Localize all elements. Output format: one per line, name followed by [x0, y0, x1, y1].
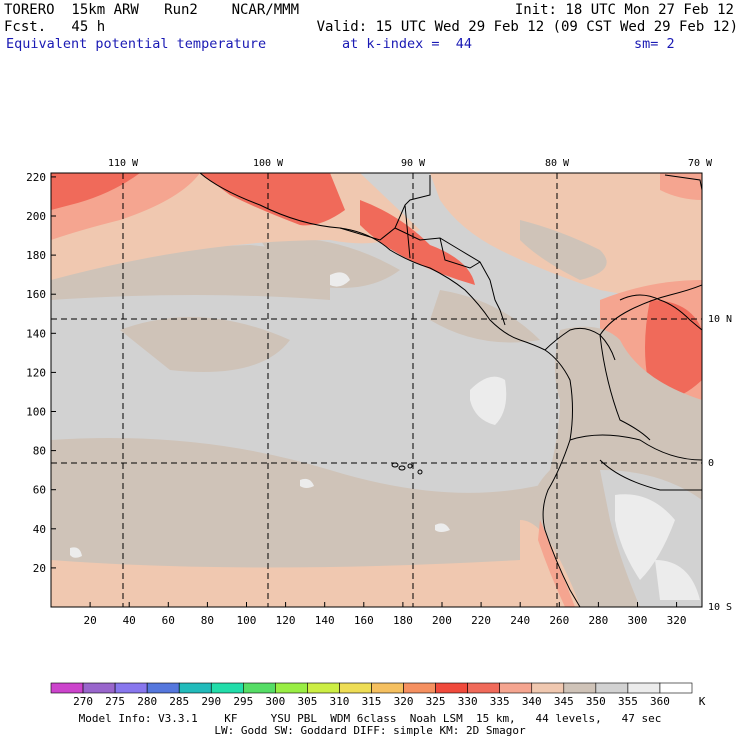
- colorbar-swatch: [339, 682, 372, 694]
- colorbar-swatch: [435, 682, 468, 694]
- x-tick-label: 240: [510, 614, 530, 627]
- colorbar-label: 275: [105, 695, 125, 708]
- colorbar-swatch: [307, 682, 340, 694]
- x-tick-label: 140: [315, 614, 335, 627]
- x-tick-label: 120: [276, 614, 296, 627]
- y-tick-label: 200: [26, 210, 46, 223]
- colorbar-swatch: [531, 682, 565, 694]
- y-tick-label: 100: [26, 406, 46, 419]
- colorbar-label: 280: [137, 695, 157, 708]
- x-tick-label: 40: [123, 614, 136, 627]
- x-tick-label: 100: [237, 614, 257, 627]
- graticule: [51, 173, 702, 607]
- colorbar-swatch: [467, 682, 500, 694]
- model-info: Model Info: V3.3.1 KF YSU PBL WDM 6class…: [78, 712, 662, 725]
- colorbar-label: 310: [330, 695, 350, 708]
- valid-time: Valid: 15 UTC Wed 29 Feb 12 (09 CST Wed …: [316, 19, 738, 35]
- colorbar-label: 325: [426, 695, 446, 708]
- y-tick-label: 220: [26, 171, 46, 184]
- colorbar-label: 320: [394, 695, 414, 708]
- colorbar-label: 270: [73, 695, 93, 708]
- longitude-axis: 110 W 100 W 90 W 80 W 70 W: [108, 158, 713, 169]
- x-grid-axis: 20 40 60 80 100 120 140 160 180 200 220 240 260 280 30…: [83, 602, 687, 627]
- lon-label: 90 W: [401, 158, 426, 169]
- colorbar-label: 355: [618, 695, 638, 708]
- x-tick-label: 200: [432, 614, 452, 627]
- colorbar-label: 290: [201, 695, 221, 708]
- colorbar-swatch: [243, 682, 276, 694]
- latitude-axis: 10 N 0 10 S: [708, 314, 732, 613]
- colorbar-label: 350: [586, 695, 606, 708]
- x-tick-label: 300: [628, 614, 648, 627]
- init-time: Init: 18 UTC Mon 27 Feb 12: [514, 2, 734, 18]
- y-tick-label: 120: [26, 366, 46, 379]
- y-tick-label: 140: [26, 327, 46, 340]
- lon-label: 80 W: [545, 158, 570, 169]
- colorbar-label: 300: [265, 695, 285, 708]
- colorbar-swatch: [659, 682, 693, 694]
- colorbar-swatch: [114, 682, 148, 694]
- y-tick-label: 60: [33, 484, 46, 497]
- colorbar-swatch: [146, 682, 180, 694]
- x-tick-label: 220: [471, 614, 491, 627]
- colorbar-label: 360: [650, 695, 670, 708]
- model-run-title: TORERO 15km ARW Run2 NCAR/MMM: [4, 2, 300, 18]
- forecast-hour: Fcst. 45 h: [4, 19, 106, 35]
- y-tick-label: 40: [33, 523, 46, 536]
- x-tick-label: 320: [667, 614, 687, 627]
- y-tick-label: 180: [26, 249, 46, 262]
- colorbar-label: 335: [490, 695, 510, 708]
- x-tick-label: 180: [393, 614, 413, 627]
- y-tick-label: 160: [26, 288, 46, 301]
- colorbar-label: 295: [233, 695, 253, 708]
- lon-label: 70 W: [688, 158, 713, 169]
- lon-label: 110 W: [108, 158, 139, 169]
- colorbar-swatch: [403, 682, 436, 694]
- x-tick-label: 20: [83, 614, 96, 627]
- colorbar-label: 345: [554, 695, 574, 708]
- field-name: Equivalent potential temperature: [6, 36, 267, 52]
- y-tick-label: 80: [33, 445, 46, 458]
- colorbar-label: 330: [458, 695, 478, 708]
- x-tick-label: 260: [549, 614, 569, 627]
- colorbar-swatch: [275, 682, 308, 694]
- colorbar-swatch: [210, 682, 244, 694]
- colorbar-label: 305: [297, 695, 317, 708]
- field-shading: [51, 173, 702, 607]
- x-tick-label: 60: [162, 614, 175, 627]
- lat-label: 0: [708, 458, 714, 469]
- map-frame: [50, 172, 703, 608]
- colorbar-swatch: [499, 682, 533, 694]
- x-tick-label: 80: [201, 614, 214, 627]
- colorbar-label: 285: [169, 695, 189, 708]
- colorbar-swatch: [178, 682, 212, 694]
- y-grid-axis: 220 200 180 160 140 120 100 80 60 40 20: [26, 171, 56, 575]
- colorbar: 270 275 280 285 290 295 300 305 310 315 320 325 330 3…: [50, 682, 706, 708]
- colorbar-label: 340: [522, 695, 542, 708]
- lat-label: 10 N: [708, 314, 732, 325]
- colorbar-label: 315: [362, 695, 382, 708]
- smoothing-value: sm= 2: [634, 36, 675, 52]
- x-tick-label: 280: [588, 614, 608, 627]
- lat-label: 10 S: [708, 602, 732, 613]
- colorbar-swatch: [627, 682, 661, 694]
- colorbar-swatch: [595, 682, 629, 694]
- colorbar-swatch: [50, 682, 84, 694]
- physics-info: LW: Godd SW: Goddard DIFF: simple KM: 2D…: [214, 724, 526, 737]
- colorbar-swatch: [563, 682, 597, 694]
- colorbar-swatch: [371, 682, 404, 694]
- level-index: at k-index = 44: [342, 36, 473, 52]
- colorbar-swatch: [82, 682, 116, 694]
- colorbar-unit: K: [699, 695, 706, 708]
- lon-label: 100 W: [253, 158, 284, 169]
- y-tick-label: 20: [33, 562, 46, 575]
- x-tick-label: 160: [354, 614, 374, 627]
